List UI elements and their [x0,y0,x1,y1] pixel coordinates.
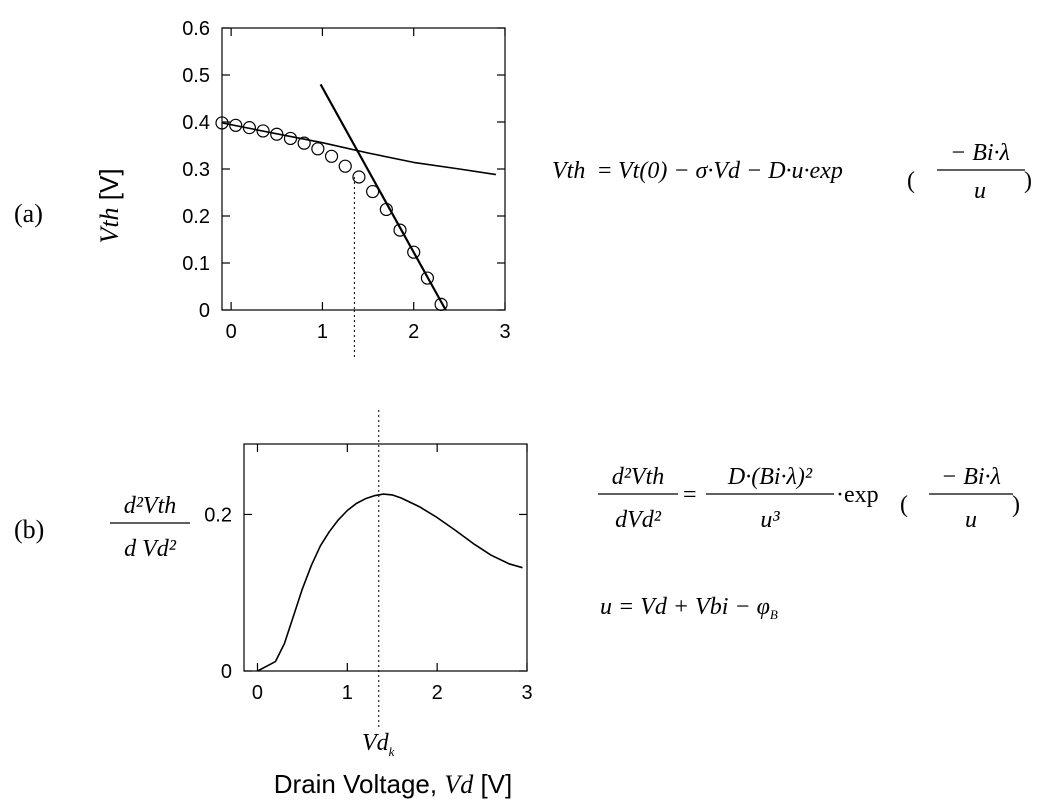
equation-a-frac-num: − Bi·λ [950,140,1010,166]
equals-sign: = [598,158,612,184]
chart-a-xtick-label: 2 [408,321,419,343]
chart-a-data-point [407,245,421,259]
chart-b-series-line-0 [257,493,523,672]
paren-open: ( [907,168,915,194]
chart-a-xtick-label: 3 [499,321,510,343]
chart-a-data-point [393,223,407,237]
chart-a-ytick-label: 0 [199,300,210,322]
equation-a-rhs: Vt(0) − σ·Vd − D·u·exp [618,158,843,184]
equation-a-lhs: Vth [552,158,585,184]
chart-b-marks [257,410,523,730]
equation-u-definition: u = Vd + Vbi − φB [600,594,778,622]
chart-a-axes: 0 1 2 3 0 0.1 0.2 0.3 0.4 0.5 0.6 [182,18,510,343]
chart-a-data-point [434,297,448,311]
chart-a-xtick-label: 1 [317,321,328,343]
equation-a-frac-den: u [974,178,986,204]
chart-a-ytick-label: 0.5 [182,65,210,87]
equation-b-exp: ·exp [836,482,879,508]
chart-a-series-line-1 [221,122,497,176]
chart-b-xtick-label: 1 [342,682,353,704]
chart-a-marks [215,83,497,360]
chart-a-data-point [338,159,352,173]
chart-a-series-line-2 [319,83,447,311]
chart-b-axes: 0 1 2 3 0 0.2 [204,444,533,704]
chart-b-ylabel-numerator: d²Vth [124,493,177,519]
chart-a-ytick-label: 0.2 [182,206,210,228]
equation-b-rhs-den: u³ [760,507,780,533]
chart-a-data-point [352,170,366,184]
chart-a-ytick-label: 0.4 [182,112,210,134]
chart-a-ytick-label: 0.1 [182,253,210,275]
paren-open: ( [900,492,908,518]
panel-label-a: (a) [14,199,43,228]
chart-b-frame [243,443,528,672]
equation-b: d²Vth dVd² = D·(Bi·λ)² u³ ·exp ( − Bi·λ … [598,464,1020,533]
chart-b-xtick-label: 3 [521,682,532,704]
vdk-marker-label: Vdk [362,730,395,759]
chart-a-data-point [324,149,339,163]
chart-a-data-point [229,118,243,132]
chart-a-ylabel: Vth [V] [94,168,124,243]
equation-b-frac-den: u [965,507,977,533]
equation-b-lhs-num: d²Vth [612,464,665,490]
panel-label-b: (b) [14,515,44,544]
chart-b-ylabel-denominator: d Vd² [124,536,177,562]
equals-sign: = [683,482,697,508]
equation-b-lhs-den: dVd² [615,507,662,533]
paren-close: ) [1024,168,1032,194]
paren-close: ) [1012,492,1020,518]
chart-a-data-point [215,116,229,130]
equation-b-rhs-num: D·(Bi·λ)² [727,464,813,490]
chart-b-ytick-label: 0 [221,661,232,683]
chart-a-ytick-label: 0.3 [182,159,210,181]
chart-a-data-point [311,142,325,156]
chart-b: 0 1 2 3 0 0.2 d²Vth d Vd² Vdk Drain Voltage, … [110,410,533,799]
chart-a: 0 1 2 3 0 0.1 0.2 0.3 0.4 0.5 0.6 Vth [V] [94,18,511,360]
chart-b-xlabel: Drain Voltage, Vd [V] [274,769,512,799]
chart-a-data-point [283,131,298,146]
chart-a-ytick-label: 0.6 [182,18,210,40]
chart-a-data-point [366,184,380,199]
equation-a: Vth = Vt(0) − σ·Vd − D·u·exp ( − Bi·λ u … [552,140,1032,204]
chart-a-data-point [297,136,311,150]
chart-a-data-point [420,271,435,285]
chart-b-xtick-label: 0 [252,682,263,704]
chart-b-ytick-label: 0.2 [204,504,232,526]
chart-a-data-point [256,124,270,138]
chart-a-xtick-label: 0 [226,321,237,343]
equation-b-frac-num: − Bi·λ [941,464,1001,490]
chart-b-xtick-label: 2 [432,682,443,704]
